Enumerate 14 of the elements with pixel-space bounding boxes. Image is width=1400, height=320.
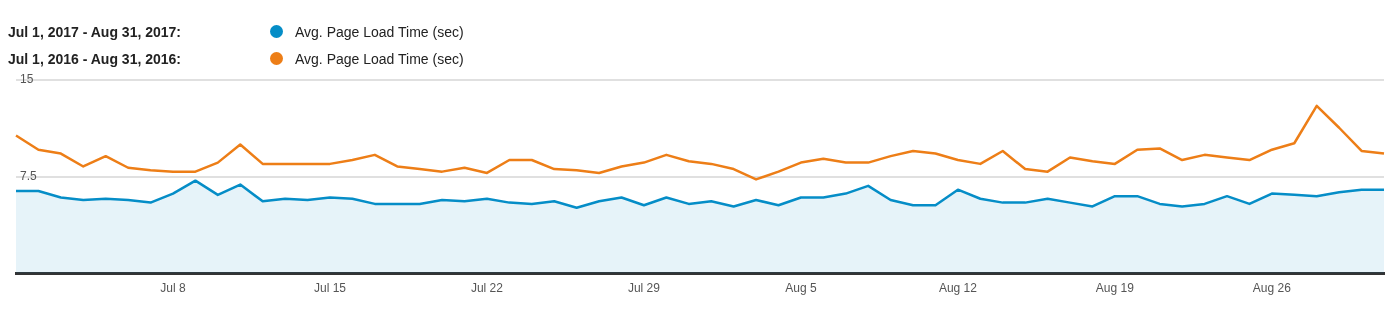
text: Jul 1, 2017 - Aug 31, 2017: — [8, 23, 182, 40]
legend-label: Avg. Page Load Time (sec) — [295, 50, 464, 67]
text: Jul 1, 2016 - Aug 31, 2016: — [8, 50, 182, 67]
x-tick-label: Aug 19 — [1095, 281, 1135, 296]
y-tick-label: 15 — [20, 72, 34, 87]
x-tick-label: Aug 5 — [785, 281, 817, 296]
x-tick-label: Aug 12 — [938, 281, 978, 296]
x-tick-label: Jul 15 — [313, 281, 347, 296]
y-tick-label: 7.5 — [20, 169, 38, 184]
x-tick-label: Jul 22 — [470, 281, 504, 296]
x-tick-label: Aug 26 — [1252, 281, 1292, 296]
x-tick-label: Jul 29 — [627, 281, 661, 296]
x-tick-label: Jul 8 — [160, 281, 186, 296]
legend-label: Avg. Page Load Time (sec) — [295, 23, 464, 40]
